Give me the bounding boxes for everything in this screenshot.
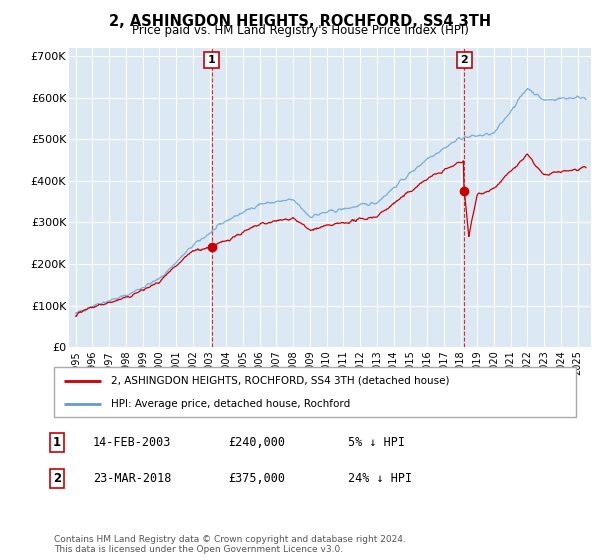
Text: 1: 1: [53, 436, 61, 449]
Text: 2: 2: [460, 55, 468, 65]
Text: £240,000: £240,000: [228, 436, 285, 449]
FancyBboxPatch shape: [54, 367, 576, 417]
Text: 1: 1: [208, 55, 215, 65]
Text: HPI: Average price, detached house, Rochford: HPI: Average price, detached house, Roch…: [112, 399, 350, 409]
Text: 24% ↓ HPI: 24% ↓ HPI: [348, 472, 412, 486]
Text: £375,000: £375,000: [228, 472, 285, 486]
Text: 14-FEB-2003: 14-FEB-2003: [93, 436, 172, 449]
Text: 2: 2: [53, 472, 61, 486]
Text: 2, ASHINGDON HEIGHTS, ROCHFORD, SS4 3TH: 2, ASHINGDON HEIGHTS, ROCHFORD, SS4 3TH: [109, 14, 491, 29]
Text: Price paid vs. HM Land Registry's House Price Index (HPI): Price paid vs. HM Land Registry's House …: [131, 24, 469, 37]
Text: 23-MAR-2018: 23-MAR-2018: [93, 472, 172, 486]
Text: Contains HM Land Registry data © Crown copyright and database right 2024.
This d: Contains HM Land Registry data © Crown c…: [54, 535, 406, 554]
Text: 5% ↓ HPI: 5% ↓ HPI: [348, 436, 405, 449]
Text: 2, ASHINGDON HEIGHTS, ROCHFORD, SS4 3TH (detached house): 2, ASHINGDON HEIGHTS, ROCHFORD, SS4 3TH …: [112, 376, 450, 386]
